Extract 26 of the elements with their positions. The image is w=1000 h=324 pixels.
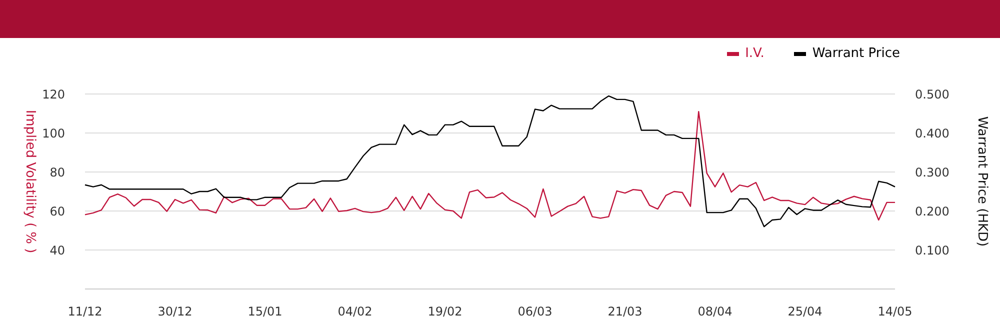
line-series bbox=[84, 110, 896, 221]
line-series bbox=[84, 95, 896, 228]
x-tick-label: 21/03 bbox=[608, 304, 642, 319]
y2-tick-label: 0.100 bbox=[915, 243, 950, 258]
x-tick-label: 14/05 bbox=[878, 304, 912, 319]
y-tick-label: 120 bbox=[42, 87, 65, 102]
legend-label: Warrant Price bbox=[811, 46, 900, 61]
y-tick-label: 80 bbox=[50, 165, 65, 180]
legend-label: I.V. bbox=[744, 46, 764, 61]
x-tick-label: 11/12 bbox=[68, 304, 102, 319]
x-tick-label: 04/02 bbox=[338, 304, 372, 319]
x-tick-label: 19/02 bbox=[428, 304, 462, 319]
x-tick-label: 08/04 bbox=[698, 304, 732, 319]
y2-tick-label: 0.300 bbox=[915, 165, 950, 180]
y-tick-label: 40 bbox=[50, 243, 65, 258]
y2-tick-label: 0.500 bbox=[915, 87, 950, 102]
y-axis-title: Implied Volatility ( % ) bbox=[22, 110, 38, 254]
y-tick-label: 100 bbox=[42, 126, 65, 140]
x-tick-label: 06/03 bbox=[518, 304, 552, 319]
y2-tick-label: 0.400 bbox=[915, 126, 950, 140]
x-tick-label: 30/12 bbox=[158, 304, 192, 319]
x-tick-label: 15/01 bbox=[248, 304, 282, 319]
y-tick-label: 60 bbox=[50, 204, 65, 218]
y2-axis-title: Warrant Price (HKD) bbox=[974, 116, 990, 247]
y2-tick-label: 0.200 bbox=[915, 204, 950, 218]
x-tick-label: 25/04 bbox=[788, 304, 822, 319]
